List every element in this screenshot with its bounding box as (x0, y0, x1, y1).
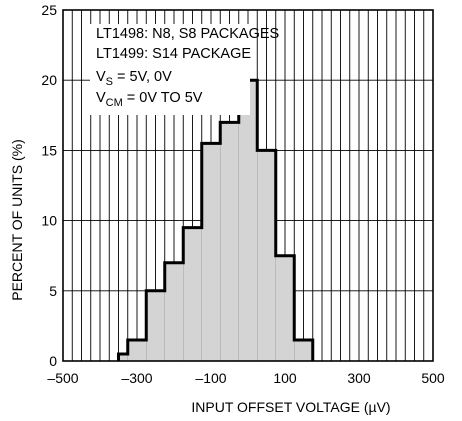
y-tick-label: 10 (41, 213, 57, 229)
histogram-bar (257, 150, 267, 361)
histogram-bar (164, 262, 174, 361)
x-tick-label: 100 (273, 370, 297, 386)
histogram-bar (238, 80, 248, 361)
y-tick-label: 25 (41, 2, 57, 18)
histogram-bar (248, 80, 258, 361)
x-tick-label: –100 (195, 370, 226, 386)
histogram-bar (155, 290, 165, 361)
histogram-bars (117, 78, 315, 361)
annotation-box: LT1498: N8, S8 PACKAGES LT1499: S14 PACK… (90, 24, 279, 115)
histogram-bar (192, 227, 202, 361)
histogram-bar (174, 262, 184, 361)
annotation-line-1: LT1498: N8, S8 PACKAGES (96, 26, 279, 42)
annotation-line-4: VCM = 0V TO 5V (96, 90, 203, 109)
histogram-bar (303, 339, 313, 361)
histogram-bar (183, 227, 193, 361)
histogram-outline (117, 78, 315, 361)
histogram-bar (146, 290, 156, 361)
y-tick-label: 5 (49, 283, 57, 299)
histogram-bar (118, 353, 128, 361)
plot-frame (62, 9, 434, 362)
histogram-bar (266, 150, 276, 361)
y-tick-label: 0 (49, 353, 57, 369)
histogram-bar (275, 255, 285, 361)
histogram-bar (201, 143, 211, 361)
histogram-bar (285, 255, 295, 361)
x-tick-labels: –500 –300 –100 100 300 500 (47, 370, 444, 386)
y-tick-labels: 0 5 10 15 20 25 (41, 2, 57, 369)
annotation-line-3: VS = 5V, 0V (96, 69, 172, 88)
x-axis-title: INPUT OFFSET VOLTAGE (µV) (191, 399, 390, 415)
y-tick-label: 15 (41, 142, 57, 158)
y-tick-label: 20 (41, 72, 57, 88)
y-axis-title: PERCENT OF UNITS (%) (9, 139, 25, 301)
annotation-line-2: LT1499: S14 PACKAGE (96, 46, 251, 62)
x-tick-label: –300 (121, 370, 152, 386)
x-tick-label: 500 (421, 370, 445, 386)
x-tick-label: –500 (47, 370, 78, 386)
annotation-background (90, 24, 250, 115)
histogram-bar (229, 122, 239, 361)
histogram-bar (220, 122, 230, 361)
histogram-bar (211, 143, 221, 361)
histogram-bar (294, 339, 304, 361)
histogram-bar (127, 339, 137, 361)
histogram-bar (137, 339, 147, 361)
x-tick-label: 300 (347, 370, 371, 386)
